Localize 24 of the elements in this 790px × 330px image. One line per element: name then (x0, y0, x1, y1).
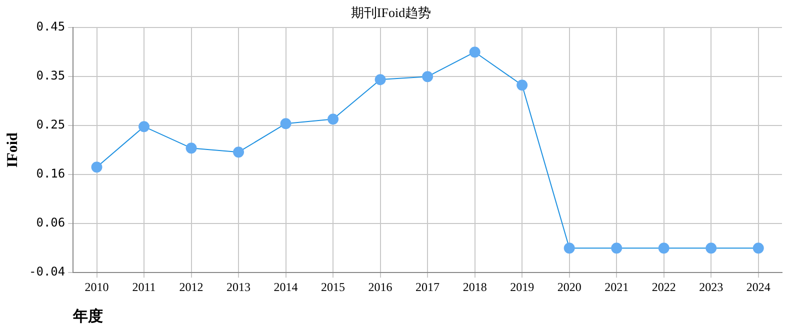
y-tick-label: 0.16 (36, 166, 66, 181)
x-tick-label: 2018 (462, 280, 487, 294)
y-tick-label: 0.06 (36, 216, 66, 230)
x-tick-label: 2024 (746, 280, 770, 294)
x-tick-label: 2011 (132, 280, 156, 294)
x-tick-label: 2020 (557, 280, 582, 294)
chart-title: 期刊IFoid趋势 (350, 5, 432, 20)
x-axis-title: 年度 (72, 306, 104, 325)
x-tick-label: 2021 (604, 280, 629, 294)
y-tick-label: 0.35 (36, 68, 66, 83)
x-tick-label: 2017 (416, 280, 440, 294)
x-tick-label: 2015 (321, 280, 346, 294)
x-tick-label: 2016 (368, 280, 392, 294)
y-tick-label: -0.04 (29, 264, 66, 279)
x-tick-label: 2010 (84, 280, 109, 294)
x-tick-label: 2014 (274, 280, 298, 294)
y-axis-title: IFoid (4, 132, 21, 168)
y-tick-label: 0.45 (36, 20, 66, 34)
x-tick-label: 2023 (699, 280, 724, 294)
x-tick-label: 2013 (226, 280, 251, 294)
y-tick-label: 0.25 (36, 118, 66, 132)
x-tick-label: 2019 (510, 280, 534, 294)
x-tick-label: 2022 (652, 280, 676, 294)
x-tick-label: 2012 (179, 280, 204, 294)
